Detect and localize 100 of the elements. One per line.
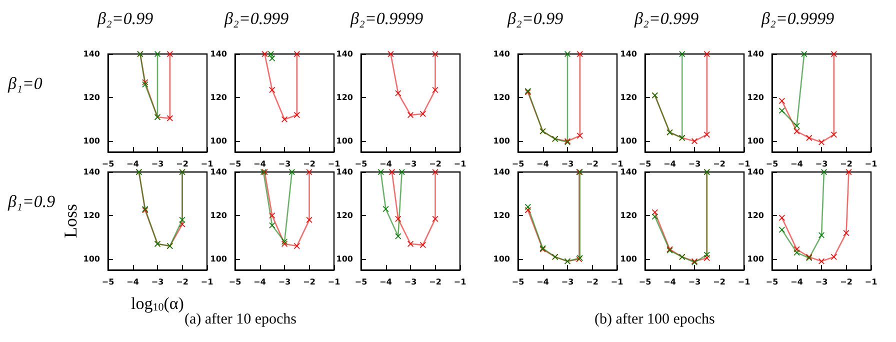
point xyxy=(806,134,812,141)
x-tick-label: −2 xyxy=(429,160,442,168)
x-tick-label: −4 xyxy=(790,278,804,286)
point xyxy=(778,108,785,114)
x-tick-label: −5 xyxy=(638,278,652,286)
x-tick-label: −3 xyxy=(815,278,828,286)
x-tick-label: −2 xyxy=(429,278,442,286)
x-tick-label: −5 xyxy=(354,278,368,286)
point xyxy=(524,204,531,210)
x-tick-label: −3 xyxy=(561,160,574,168)
y-tick-label: 120 xyxy=(620,211,638,220)
point xyxy=(269,86,276,93)
y-tick-label: 100 xyxy=(620,254,638,264)
x-tick-label: −4 xyxy=(380,278,392,286)
y-tick-label: 100 xyxy=(83,136,100,146)
x-tick-label: −2 xyxy=(176,278,188,286)
x-tick-label: −5 xyxy=(102,278,115,286)
x-tick-label: −2 xyxy=(840,278,852,286)
point xyxy=(420,242,426,248)
point xyxy=(294,243,300,250)
y-tick-label: 120 xyxy=(210,93,228,102)
point xyxy=(395,216,402,222)
y-tick-label: 100 xyxy=(493,136,510,146)
y-tick-label: 120 xyxy=(747,93,764,102)
x-tick-label: −4 xyxy=(126,278,140,286)
x-tick-label: −4 xyxy=(536,160,550,168)
point xyxy=(820,169,827,175)
point xyxy=(704,132,710,138)
text: (a) after 10 epochs xyxy=(184,312,297,328)
y-tick-label: 120 xyxy=(336,93,354,102)
y-tick-label: 100 xyxy=(210,254,228,264)
x-tick-label: −1 xyxy=(864,278,878,286)
y-tick-label: 100 xyxy=(336,136,354,146)
x-tick-label: −1 xyxy=(328,160,341,168)
x-tick-label: −3 xyxy=(561,278,574,286)
x-tick-label: −4 xyxy=(536,278,550,286)
point xyxy=(778,98,785,104)
x-tick-label: −5 xyxy=(766,160,779,168)
text: β₁=0 xyxy=(7,74,43,93)
y-tick-label: 140 xyxy=(210,50,228,58)
chart-title: β₂=0.9999 xyxy=(760,9,835,28)
chart-title: β₂=0.999 xyxy=(224,9,290,28)
x-tick-label: −4 xyxy=(254,160,266,168)
x-tick-label: −3 xyxy=(151,278,164,286)
x-tick-label: −3 xyxy=(278,160,291,168)
x-tick-label: −1 xyxy=(738,160,751,168)
x-tick-label: −2 xyxy=(303,160,316,168)
x-tick-label: −1 xyxy=(454,278,467,286)
y-tick-label: 140 xyxy=(747,168,764,176)
y-axis-title: Loss xyxy=(60,204,80,238)
y-tick-label: 140 xyxy=(336,168,354,176)
x-tick-label: −2 xyxy=(713,160,726,168)
point xyxy=(388,169,395,175)
y-tick-label: 140 xyxy=(336,50,354,58)
point xyxy=(269,212,276,219)
y-tick-label: 140 xyxy=(493,168,510,176)
point xyxy=(830,254,837,260)
point xyxy=(576,132,583,139)
x-tick-label: −5 xyxy=(228,160,242,168)
y-tick-label: 120 xyxy=(493,211,510,220)
x-tick-label: −1 xyxy=(738,278,751,286)
x-tick-label: −2 xyxy=(586,278,598,286)
x-tick-label: −2 xyxy=(713,278,726,286)
x-tick-label: −1 xyxy=(200,160,214,168)
point xyxy=(794,128,800,134)
x-tick-label: −5 xyxy=(638,160,652,168)
y-tick-label: 140 xyxy=(620,168,638,176)
chart-title: β₂=0.99 xyxy=(96,9,154,28)
x-tick-label: −2 xyxy=(586,160,598,168)
x-tick-label: −3 xyxy=(688,278,701,286)
point xyxy=(269,55,276,62)
point xyxy=(408,112,414,118)
y-tick-label: 120 xyxy=(336,211,354,220)
point xyxy=(154,51,160,57)
x-tick-label: −1 xyxy=(864,160,878,168)
y-tick-label: 140 xyxy=(83,168,100,176)
x-tick-label: −3 xyxy=(404,160,417,168)
y-tick-label: 120 xyxy=(493,93,510,102)
x-tick-label: −1 xyxy=(200,278,214,286)
y-tick-label: 120 xyxy=(83,211,100,220)
y-tick-label: 100 xyxy=(336,254,354,264)
chart-title: β₂=0.99 xyxy=(506,9,564,28)
y-tick-label: 140 xyxy=(210,168,228,176)
y-tick-label: 120 xyxy=(747,211,764,220)
point xyxy=(794,246,800,252)
x-tick-label: −4 xyxy=(380,160,392,168)
point xyxy=(432,216,438,222)
x-tick-label: −5 xyxy=(354,160,368,168)
y-tick-label: 100 xyxy=(210,136,228,146)
x-tick-label: −5 xyxy=(766,278,779,286)
point xyxy=(179,221,186,228)
point xyxy=(420,110,426,117)
y-tick-label: 100 xyxy=(747,254,764,264)
point xyxy=(269,222,276,228)
chart-title: β₂=0.999 xyxy=(634,9,700,28)
x-tick-label: −4 xyxy=(790,160,804,168)
x-tick-label: −1 xyxy=(454,160,467,168)
x-tick-label: −1 xyxy=(610,160,624,168)
y-tick-label: 100 xyxy=(620,136,638,146)
y-tick-label: 140 xyxy=(83,50,100,58)
